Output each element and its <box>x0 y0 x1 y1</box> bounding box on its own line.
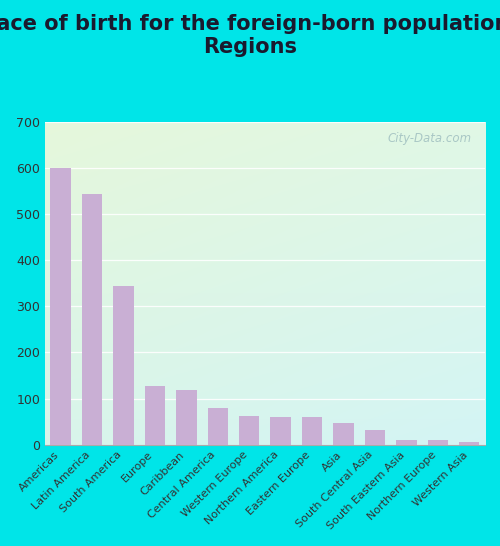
Bar <box>396 440 416 444</box>
Bar <box>428 441 448 444</box>
Bar <box>302 417 322 444</box>
Bar <box>334 423 354 444</box>
Bar <box>459 442 479 444</box>
Bar <box>114 286 134 444</box>
Bar <box>82 194 102 444</box>
Bar <box>176 390 197 444</box>
Text: Place of birth for the foreign-born population -
Regions: Place of birth for the foreign-born popu… <box>0 14 500 57</box>
Text: City-Data.com: City-Data.com <box>388 132 472 145</box>
Bar <box>50 168 71 444</box>
Bar <box>365 430 385 444</box>
Bar <box>239 416 260 444</box>
Bar <box>144 385 165 444</box>
Bar <box>270 417 291 444</box>
Bar <box>208 408 228 444</box>
